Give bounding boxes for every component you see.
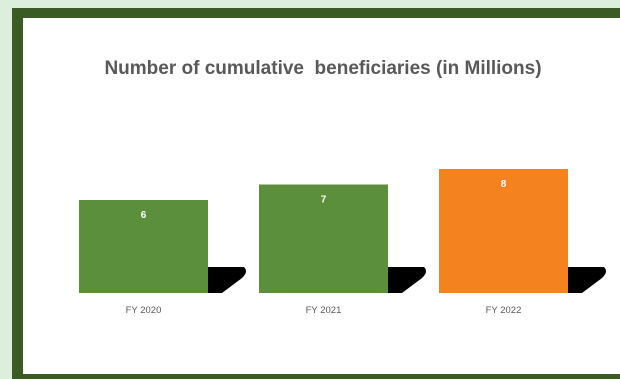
bar-fy-2022 bbox=[439, 169, 568, 293]
data-label: 8 bbox=[501, 179, 507, 190]
x-tick-label: FY 2021 bbox=[306, 305, 342, 316]
x-tick-label: FY 2020 bbox=[126, 305, 162, 316]
bar-fy-2020 bbox=[79, 200, 208, 293]
bar-shadow bbox=[255, 267, 426, 293]
data-label: 7 bbox=[321, 195, 327, 206]
chart-title: Number of cumulative beneficiaries (in M… bbox=[104, 58, 542, 79]
bar-fy-2021 bbox=[259, 184, 388, 293]
bar-shadow bbox=[75, 267, 246, 293]
data-label: 6 bbox=[141, 210, 147, 221]
x-tick-label: FY 2022 bbox=[486, 305, 522, 316]
bar-shadow bbox=[435, 267, 606, 293]
